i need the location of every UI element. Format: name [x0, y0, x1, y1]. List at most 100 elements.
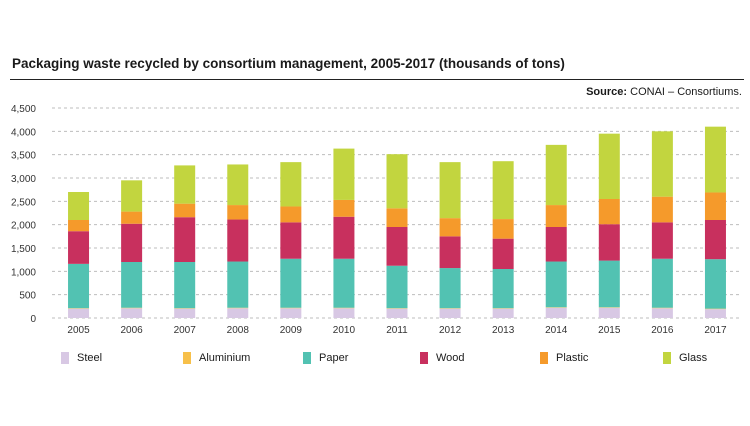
bar-wood-2014 — [545, 227, 567, 262]
y-tick-label: 1,000 — [11, 267, 36, 278]
bar-wood-2013 — [492, 238, 514, 269]
x-tick-label: 2005 — [67, 325, 90, 336]
bar-wood-2011 — [386, 227, 408, 266]
bar-paper-2013 — [492, 269, 514, 309]
legend-item-steel: Steel — [61, 352, 102, 364]
bar-glass-2016 — [651, 131, 673, 197]
bar-paper-2005 — [68, 263, 90, 309]
bar-glass-2006 — [121, 180, 143, 212]
bar-paper-2011 — [386, 265, 408, 309]
bar-paper-2014 — [545, 261, 567, 308]
source-text: CONAI – Consortiums. — [630, 86, 742, 98]
bar-steel-2011 — [386, 308, 408, 318]
bar-paper-2016 — [651, 258, 673, 308]
legend-label: Plastic — [556, 352, 589, 364]
y-tick-label: 500 — [19, 291, 36, 302]
chart-title: Packaging waste recycled by consortium m… — [12, 56, 565, 71]
bar-steel-2007 — [174, 308, 196, 318]
y-tick-label: 4,500 — [11, 104, 36, 115]
bar-steel-2008 — [227, 308, 249, 318]
bar-plastic-2008 — [227, 205, 249, 220]
legend-label: Wood — [436, 352, 465, 364]
bar-paper-2008 — [227, 261, 249, 308]
bar-plastic-2010 — [333, 199, 355, 217]
bar-glass-2010 — [333, 148, 355, 200]
bar-glass-2013 — [492, 161, 514, 220]
y-tick-label: 1,500 — [11, 244, 36, 255]
legend-item-paper: Paper — [303, 352, 348, 364]
legend: Steel Aluminium Paper Wood Plastic Glass — [0, 352, 750, 372]
y-tick-label: 4,000 — [11, 127, 36, 138]
legend-label: Steel — [77, 352, 103, 364]
bar-steel-2010 — [333, 308, 355, 318]
x-tick-label: 2017 — [704, 325, 727, 336]
legend-item-glass: Glass — [663, 352, 707, 364]
source-label: Source: — [586, 86, 628, 98]
title-divider — [10, 79, 744, 80]
x-tick-label: 2011 — [386, 325, 408, 336]
bar-glass-2011 — [386, 154, 408, 209]
legend-label: Glass — [679, 352, 708, 364]
bar-plastic-2009 — [280, 206, 302, 223]
bar-paper-2015 — [598, 260, 620, 308]
y-tick-label: 0 — [30, 314, 36, 325]
bar-wood-2008 — [227, 219, 249, 262]
bar-wood-2007 — [174, 217, 196, 262]
bar-paper-2017 — [704, 259, 726, 309]
x-tick-label: 2007 — [174, 325, 197, 336]
x-axis-ticks: 2005 2006 2007 2008 2009 2010 2011 2012 2013 2014… — [67, 325, 727, 336]
bar-steel-2012 — [439, 308, 461, 318]
legend-item-wood: Wood — [420, 352, 465, 364]
bar-wood-2009 — [280, 222, 302, 259]
y-axis-ticks: 0 500 1,000 1,500 2,000 2,500 3,000 3,500 4,000 4… — [11, 104, 36, 325]
bar-plastic-2016 — [651, 196, 673, 223]
bar-paper-2012 — [439, 268, 461, 309]
legend-item-aluminium: Aluminium — [183, 352, 250, 364]
bar-plastic-2005 — [68, 220, 90, 232]
bar-wood-2017 — [704, 220, 726, 260]
bar-plastic-2011 — [386, 208, 408, 227]
bar-wood-2012 — [439, 236, 461, 269]
legend-label: Paper — [319, 352, 349, 364]
bar-plastic-2006 — [121, 211, 143, 224]
bar-wood-2016 — [651, 222, 673, 259]
x-tick-label: 2016 — [651, 325, 674, 336]
x-tick-label: 2014 — [545, 325, 568, 336]
x-tick-label: 2006 — [120, 325, 143, 336]
bar-wood-2006 — [121, 223, 143, 262]
y-tick-label: 2,000 — [11, 221, 36, 232]
y-tick-label: 3,500 — [11, 151, 36, 162]
x-tick-label: 2015 — [598, 325, 621, 336]
bar-paper-2009 — [280, 258, 302, 308]
x-tick-label: 2008 — [227, 325, 250, 336]
x-tick-label: 2009 — [280, 325, 303, 336]
bar-steel-2015 — [598, 307, 620, 318]
bar-steel-2009 — [280, 308, 302, 318]
bar-glass-2008 — [227, 164, 249, 206]
legend-swatch — [540, 352, 548, 364]
bar-glass-2012 — [439, 162, 461, 219]
bar-steel-2006 — [121, 308, 143, 318]
legend-swatch — [303, 352, 311, 364]
bar-steel-2013 — [492, 308, 514, 318]
legend-item-plastic: Plastic — [540, 352, 588, 364]
bar-glass-2015 — [598, 133, 620, 199]
bar-wood-2005 — [68, 231, 90, 264]
source-note: Source: CONAI – Consortiums. — [586, 86, 742, 98]
bar-glass-2007 — [174, 165, 196, 204]
bar-paper-2006 — [121, 262, 143, 308]
legend-swatch — [663, 352, 671, 364]
legend-swatch — [183, 352, 191, 364]
legend-swatch — [61, 352, 69, 364]
bar-steel-2014 — [545, 307, 567, 318]
bar-plastic-2013 — [492, 219, 514, 239]
bar-wood-2015 — [598, 224, 620, 261]
y-tick-label: 2,500 — [11, 197, 36, 208]
x-tick-label: 2013 — [492, 325, 515, 336]
bar-steel-2005 — [68, 308, 90, 318]
legend-swatch — [420, 352, 428, 364]
y-tick-label: 3,000 — [11, 174, 36, 185]
x-tick-label: 2010 — [333, 325, 356, 336]
bar-glass-2009 — [280, 162, 302, 207]
